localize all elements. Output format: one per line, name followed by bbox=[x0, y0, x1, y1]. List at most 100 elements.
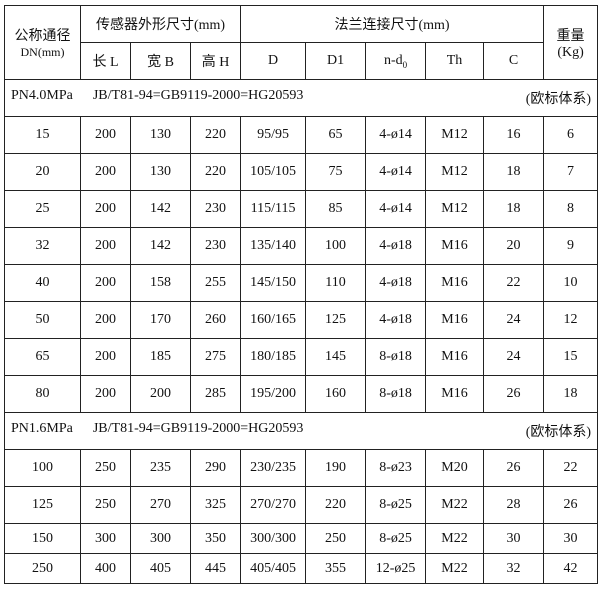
col-header-th: Th bbox=[425, 42, 485, 80]
table-cell: 18 bbox=[483, 190, 545, 228]
col-header-d: D bbox=[240, 42, 307, 80]
table-cell: 20 bbox=[4, 153, 81, 191]
table-cell: 8-ø23 bbox=[365, 449, 427, 487]
table-row: 125 250 270 325 270/270 220 8-ø25 M22 28 26 bbox=[4, 486, 599, 524]
table-cell: 4-ø18 bbox=[365, 264, 427, 302]
table-cell: 10 bbox=[543, 264, 599, 302]
table-cell: 28 bbox=[483, 486, 545, 524]
flowmeter-dimension-table: 公称通径 DN(mm) 传感器外形尺寸(mm) 法兰连接尺寸(mm) 重量 (Kg)… bbox=[3, 5, 599, 584]
dn-header: 公称通径 DN(mm) bbox=[4, 5, 81, 80]
table-cell: 4-ø18 bbox=[365, 227, 427, 265]
table-cell: 105/105 bbox=[240, 153, 307, 191]
table-cell: 170 bbox=[130, 301, 191, 339]
table-cell: 130 bbox=[130, 116, 191, 154]
dn-unit: DN(mm) bbox=[20, 45, 65, 59]
table-cell: 100 bbox=[4, 449, 81, 487]
table-cell: 200 bbox=[80, 375, 131, 413]
table-cell: 185 bbox=[130, 338, 191, 376]
table-cell: 15 bbox=[4, 116, 81, 154]
table-cell: 7 bbox=[543, 153, 599, 191]
table-cell: M16 bbox=[425, 227, 485, 265]
section-header-row: PN4.0MPa JB/T81-94=GB9119-2000=HG20593 (欧标… bbox=[3, 79, 599, 117]
table-cell: 12-ø25 bbox=[365, 553, 427, 584]
table-cell: 110 bbox=[305, 264, 367, 302]
weight-label: 重量 bbox=[556, 28, 585, 44]
weight-unit: (Kg) bbox=[557, 44, 584, 60]
pressure-rating: PN1.6MPa bbox=[11, 421, 73, 436]
table-cell: 230/235 bbox=[240, 449, 307, 487]
table-cell: 220 bbox=[305, 486, 367, 524]
table-cell: 285 bbox=[189, 375, 242, 413]
table-cell: 160 bbox=[305, 375, 367, 413]
header-row-1: 公称通径 DN(mm) 传感器外形尺寸(mm) 法兰连接尺寸(mm) 重量 (Kg) bbox=[4, 5, 599, 80]
table-cell: 40 bbox=[4, 264, 81, 302]
table-cell: 4-ø14 bbox=[365, 153, 427, 191]
table-cell: 130 bbox=[130, 153, 191, 191]
table-cell: 8-ø25 bbox=[365, 523, 427, 554]
table-cell: 220 bbox=[189, 153, 242, 191]
table-cell: 32 bbox=[483, 553, 545, 584]
pressure-rating: PN4.0MPa bbox=[11, 88, 73, 103]
table-cell: 80 bbox=[4, 375, 81, 413]
table-cell: 30 bbox=[483, 523, 545, 554]
table-cell: 42 bbox=[543, 553, 599, 584]
table-cell: 18 bbox=[543, 375, 599, 413]
col-header-nd: n-d0 bbox=[365, 42, 427, 80]
table-cell: 350 bbox=[189, 523, 242, 554]
table-row: 40 200 158 255 145/150 110 4-ø18 M16 22 10 bbox=[4, 264, 599, 302]
table-cell: 4-ø14 bbox=[365, 190, 427, 228]
table-cell: 8-ø18 bbox=[365, 375, 427, 413]
table-cell: M22 bbox=[425, 486, 485, 524]
weight-header: 重量 (Kg) bbox=[543, 5, 599, 80]
table-row: 32 200 142 230 135/140 100 4-ø18 M16 20 9 bbox=[4, 227, 599, 265]
table-cell: 255 bbox=[189, 264, 242, 302]
table-cell: 22 bbox=[483, 264, 545, 302]
table-cell: 16 bbox=[483, 116, 545, 154]
sensor-group-header: 传感器外形尺寸(mm) bbox=[79, 5, 242, 43]
table-cell: 8-ø18 bbox=[365, 338, 427, 376]
section-header: PN1.6MPa JB/T81-94=GB9119-2000=HG20593 (欧标… bbox=[3, 412, 599, 450]
table-cell: 8 bbox=[543, 190, 599, 228]
table-cell: 32 bbox=[4, 227, 81, 265]
table-cell: 142 bbox=[130, 227, 191, 265]
table-cell: 190 bbox=[305, 449, 367, 487]
table-cell: 200 bbox=[80, 153, 131, 191]
table-cell: 145 bbox=[305, 338, 367, 376]
table-cell: 270 bbox=[130, 486, 191, 524]
table-cell: 300/300 bbox=[240, 523, 307, 554]
table-cell: M16 bbox=[425, 301, 485, 339]
standard-label: JB/T81-94=GB9119-2000=HG20593 bbox=[92, 421, 304, 436]
header-row-2: 长 L 宽 B 高 H D D1 n-d0 Th C bbox=[5, 42, 598, 80]
table-cell: 160/165 bbox=[240, 301, 307, 339]
table-cell: M22 bbox=[425, 523, 485, 554]
table-cell: M12 bbox=[425, 153, 485, 191]
table-cell: 145/150 bbox=[240, 264, 307, 302]
table-cell: M12 bbox=[425, 116, 485, 154]
table-cell: 8-ø25 bbox=[365, 486, 427, 524]
table-cell: 200 bbox=[80, 338, 131, 376]
table-cell: 115/115 bbox=[240, 190, 307, 228]
table-cell: 200 bbox=[80, 116, 131, 154]
table-cell: 75 bbox=[305, 153, 367, 191]
table-cell: 300 bbox=[130, 523, 191, 554]
table-cell: M16 bbox=[425, 264, 485, 302]
table-cell: 445 bbox=[189, 553, 242, 584]
table-cell: 270/270 bbox=[240, 486, 307, 524]
table-cell: 100 bbox=[305, 227, 367, 265]
table-cell: M20 bbox=[425, 449, 485, 487]
table-cell: 26 bbox=[483, 449, 545, 487]
table-row: 100 250 235 290 230/235 190 8-ø23 M20 26 22 bbox=[4, 449, 599, 487]
table-cell: 235 bbox=[130, 449, 191, 487]
table-cell: 4-ø14 bbox=[365, 116, 427, 154]
table-cell: 26 bbox=[543, 486, 599, 524]
table-row: 250 400 405 445 405/405 355 12-ø25 M22 32 42 bbox=[4, 553, 599, 584]
table-cell: 25 bbox=[4, 190, 81, 228]
table-cell: M16 bbox=[425, 338, 485, 376]
col-header-width: 宽 B bbox=[130, 42, 191, 80]
table-cell: 200 bbox=[130, 375, 191, 413]
table-cell: 135/140 bbox=[240, 227, 307, 265]
table-row: 25 200 142 230 115/115 85 4-ø14 M12 18 8 bbox=[4, 190, 599, 228]
table-row: 50 200 170 260 160/165 125 4-ø18 M16 24 12 bbox=[4, 301, 599, 339]
table-cell: 18 bbox=[483, 153, 545, 191]
nd-subscript: 0 bbox=[402, 59, 408, 70]
